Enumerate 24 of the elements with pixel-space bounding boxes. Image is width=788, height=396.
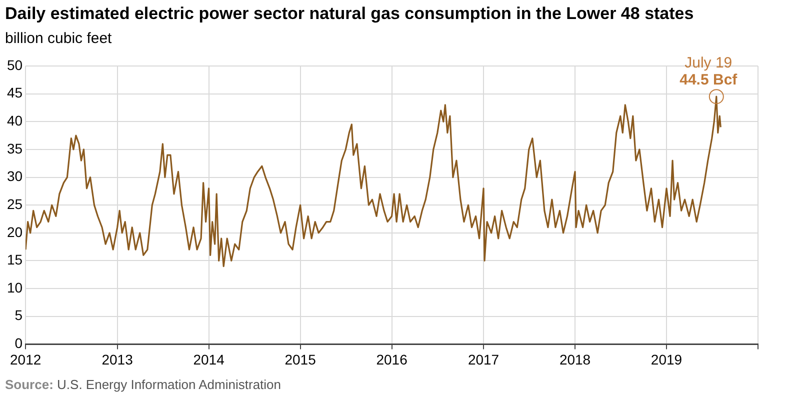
annotation: July 19 xyxy=(684,54,732,72)
y-tick-label: 45 xyxy=(6,84,23,101)
x-tick-label: 2014 xyxy=(193,351,225,368)
x-tick-label: 2013 xyxy=(102,351,134,368)
annotation: 44.5 Bcf xyxy=(680,72,738,89)
y-tick-label: 30 xyxy=(6,168,23,184)
y-tick-label: 50 xyxy=(6,56,23,73)
y-tick-label: 5 xyxy=(14,307,23,324)
y-tick-label: 0 xyxy=(14,335,23,352)
x-tick-label: 2012 xyxy=(10,351,42,368)
y-tick-label: 35 xyxy=(6,140,23,156)
y-tick-label: 25 xyxy=(6,196,23,212)
y-tick-label: 40 xyxy=(6,112,23,128)
y-tick-label: 10 xyxy=(6,279,23,296)
chart-title: Daily estimated electric power sector natural gas consumption in the Lower 48 states xyxy=(5,4,694,24)
x-tick-label: 2017 xyxy=(468,351,500,368)
y-tick-label: 15 xyxy=(6,252,23,268)
x-tick-label: 2018 xyxy=(559,351,591,368)
x-tick-label: 2015 xyxy=(284,351,316,368)
y-tick-label: 20 xyxy=(6,224,23,240)
source-note: Source: U.S. Energy Information Administration xyxy=(5,377,282,392)
x-tick-label: 2019 xyxy=(650,351,682,368)
y-axis-title: billion cubic feet xyxy=(5,30,112,47)
x-tick-label: 2016 xyxy=(376,351,408,368)
